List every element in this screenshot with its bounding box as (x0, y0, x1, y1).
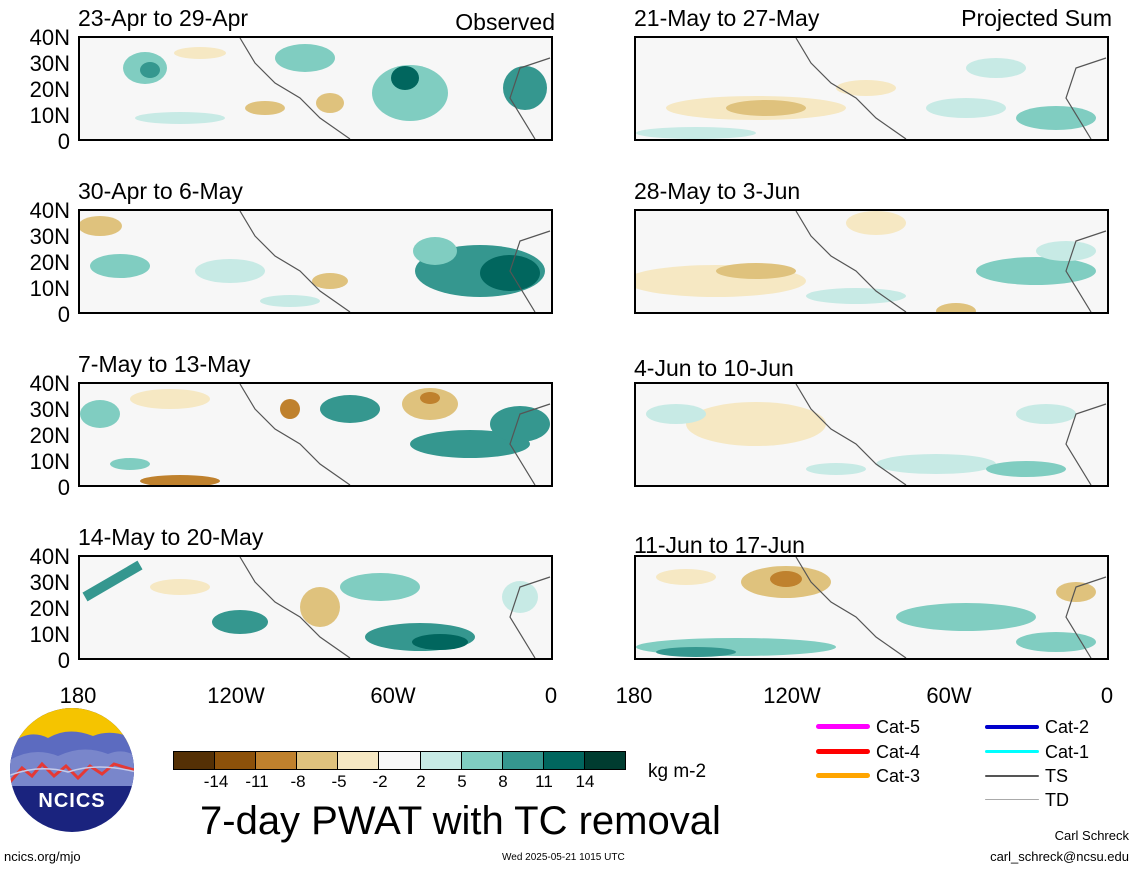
y-tick-10n: 10N (29, 103, 70, 128)
y-tick-10n: 10N (29, 276, 70, 301)
colorbar-label: -5 (331, 772, 347, 791)
panel-title-1: 23-Apr to 29-Apr (78, 5, 249, 31)
colorbar-swatch (420, 752, 462, 769)
colorbar-label: 11 (535, 772, 553, 791)
legend-line-cat3 (816, 773, 870, 778)
y-tick-30n: 30N (29, 397, 70, 422)
x-tick-120w: 120W (207, 683, 265, 708)
x-tick-180: 180 (615, 683, 653, 708)
legend-line-cat1 (985, 750, 1039, 753)
legend-label-cat1: Cat-1 (1045, 742, 1090, 762)
y-tick-0: 0 (57, 648, 70, 673)
y-tick-40n: 40N (29, 544, 70, 569)
legend-label-cat5: Cat-5 (876, 717, 921, 737)
colorbar-swatch (256, 752, 298, 769)
colorbar-label: 2 (416, 772, 426, 791)
panel-title-7: 14-May to 20-May (78, 524, 264, 550)
colorbar-label: 8 (498, 772, 508, 791)
x-tick-120w: 120W (763, 683, 821, 708)
ncics-logo: NCICS (8, 706, 136, 834)
legend-label-td: TD (1045, 790, 1069, 810)
y-tick-10n: 10N (29, 622, 70, 647)
colorbar-label: 14 (575, 772, 595, 791)
colorbar-swatch (338, 752, 380, 769)
legend-line-cat5 (816, 724, 870, 729)
y-tick-40n: 40N (29, 371, 70, 396)
y-tick-0: 0 (57, 129, 70, 154)
y-tick-40n: 40N (29, 25, 70, 50)
panel-title-6: 4-Jun to 10-Jun (634, 355, 794, 381)
y-tick-40n: 40N (29, 198, 70, 223)
footer-timestamp: Wed 2025-05-21 1015 UTC (502, 852, 625, 863)
map-panel (78, 382, 553, 487)
legend-label-cat4: Cat-4 (876, 742, 921, 762)
y-tick-20n: 20N (29, 77, 70, 102)
map-panel (634, 209, 1109, 314)
y-tick-0: 0 (57, 302, 70, 327)
legend-line-ts (985, 775, 1039, 777)
colorbar-label: -11 (245, 772, 269, 791)
legend-line-cat4 (816, 749, 870, 754)
map-panel (78, 36, 553, 141)
colorbar-swatch (379, 752, 421, 769)
legend-label-cat2: Cat-2 (1045, 717, 1090, 737)
x-tick-60w: 60W (370, 683, 416, 708)
colorbar-label: -8 (290, 772, 306, 791)
x-tick-0: 0 (1100, 683, 1114, 708)
y-tick-20n: 20N (29, 250, 70, 275)
footer-url: ncics.org/mjo (4, 849, 81, 864)
map-panel (634, 555, 1109, 660)
colorbar-swatch (461, 752, 503, 769)
figure-title: 7-day PWAT with TC removal (200, 799, 721, 843)
panel-title-3: 30-Apr to 6-May (78, 178, 243, 204)
y-tick-30n: 30N (29, 51, 70, 76)
map-panel (634, 36, 1109, 141)
x-tick-0: 0 (544, 683, 558, 708)
colorbar-swatch (215, 752, 257, 769)
footer-email: carl_schreck@ncsu.edu (990, 849, 1129, 864)
y-tick-20n: 20N (29, 423, 70, 448)
y-tick-30n: 30N (29, 570, 70, 595)
x-tick-180: 180 (59, 683, 97, 708)
panel-label-observed: Observed (455, 9, 555, 35)
map-panel (78, 555, 553, 660)
map-panel (78, 209, 553, 314)
y-tick-30n: 30N (29, 224, 70, 249)
y-tick-10n: 10N (29, 449, 70, 474)
x-tick-60w: 60W (926, 683, 972, 708)
y-tick-20n: 20N (29, 596, 70, 621)
panel-title-5: 7-May to 13-May (78, 351, 251, 377)
y-tick-0: 0 (57, 475, 70, 500)
colorbar-label: 5 (457, 772, 467, 791)
panel-title-8: 11-Jun to 17-Jun (634, 532, 805, 558)
legend-line-td (985, 799, 1039, 800)
panel-title-4: 28-May to 3-Jun (634, 178, 801, 204)
colorbar-swatch (543, 752, 585, 769)
footer-author: Carl Schreck (1054, 828, 1129, 843)
panel-label-projected-sum: Projected Sum (961, 5, 1112, 31)
legend-line-cat2 (985, 725, 1039, 729)
map-panel (634, 382, 1109, 487)
legend-label-ts: TS (1045, 766, 1069, 786)
colorbar-label: -14 (203, 772, 229, 791)
colorbar-swatch (502, 752, 544, 769)
colorbar-swatch (584, 752, 626, 769)
panel-title-2: 21-May to 27-May (634, 5, 820, 31)
logo-text: NCICS (38, 790, 106, 812)
legend-label-cat3: Cat-3 (876, 766, 921, 786)
colorbar-label: -2 (372, 772, 388, 791)
colorbar-swatch (174, 752, 216, 769)
colorbar-units: kg m-2 (648, 761, 707, 782)
colorbar (173, 751, 626, 770)
colorbar-swatch (297, 752, 339, 769)
